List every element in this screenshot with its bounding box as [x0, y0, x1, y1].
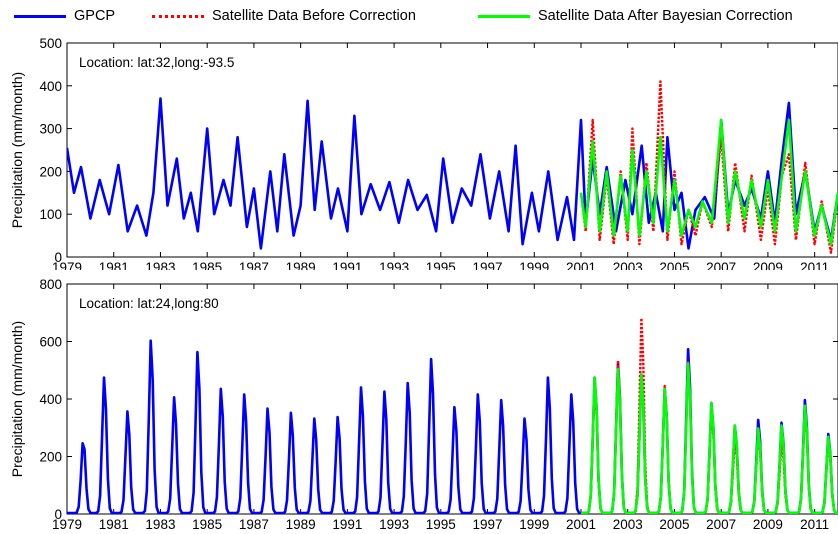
x-tick-label-2: 1985 — [192, 517, 222, 532]
y-axis-label-1: Precipitation (mm/month) — [9, 72, 25, 228]
legend-item-before: Satellite Data Before Correction — [152, 6, 416, 26]
x-tick-label-2: 1991 — [332, 517, 362, 532]
series-group-1 — [67, 80, 838, 254]
x-tick-label-2: 2003 — [613, 517, 643, 532]
y-tick-label-2: 600 — [39, 335, 62, 350]
y-tick-label-1: 200 — [39, 164, 62, 179]
y-tick-label-1: 400 — [39, 79, 62, 94]
legend-label-gpcp: GPCP — [74, 8, 116, 24]
x-tick-label-2: 2009 — [753, 517, 783, 532]
legend-swatch-before — [152, 14, 204, 18]
y-tick-label-1: 100 — [39, 207, 62, 222]
y-tick-label-1: 500 — [39, 36, 62, 51]
legend-label-after: Satellite Data After Bayesian Correction — [538, 8, 793, 24]
y-tick-label-1: 0 — [54, 250, 62, 265]
x-tick-label-2: 1997 — [473, 517, 503, 532]
series-line-gpcp-1 — [67, 97, 838, 250]
x-tick-label-1: 1985 — [192, 260, 222, 270]
y-axis-label-2: Precipitation (mm/month) — [9, 321, 25, 477]
x-tick-label-1: 2003 — [613, 260, 643, 270]
x-tick-label-1: 1979 — [52, 260, 82, 270]
x-tick-label-2: 2005 — [659, 517, 689, 532]
chart-panel-1: 0 100 200 300 400 500 1979 1981 1983 1985 1987 1989… — [9, 36, 838, 270]
x-tick-label-2: 2007 — [706, 517, 736, 532]
x-tick-label-2: 2011 — [800, 517, 829, 532]
x-tick-label-2: 2001 — [566, 517, 596, 532]
x-tick-label-2: 1989 — [286, 517, 316, 532]
x-tick-label-1: 2005 — [659, 260, 689, 270]
x-tick-label-2: 1981 — [99, 517, 129, 532]
x-tick-label-1: 1999 — [519, 260, 549, 270]
legend-swatch-after — [478, 14, 530, 18]
location-annotation-2: Location: lat:24,long:80 — [79, 296, 219, 311]
x-tick-label-2: 1983 — [145, 517, 175, 532]
legend-label-before: Satellite Data Before Correction — [212, 8, 416, 24]
x-tick-label-1: 2001 — [566, 260, 596, 270]
x-tick-label-2: 1995 — [426, 517, 456, 532]
y-tick-label-2: 200 — [39, 450, 62, 465]
y-tick-label-1: 300 — [39, 122, 62, 137]
series-line-after-1 — [579, 118, 838, 246]
series-line-before-1 — [579, 80, 838, 254]
x-tick-label-1: 1991 — [332, 260, 362, 270]
legend-swatch-gpcp — [14, 14, 66, 18]
series-line-gpcp-2 — [67, 339, 838, 514]
x-tick-label-2: 1999 — [519, 517, 549, 532]
y-tick-label-2: 0 — [54, 507, 62, 522]
x-tick-label-1: 1983 — [145, 260, 175, 270]
y-tick-label-2: 800 — [39, 277, 62, 292]
x-tick-label-1: 1981 — [99, 260, 129, 270]
x-tick-label-1: 1995 — [426, 260, 456, 270]
y-tick-label-2: 400 — [39, 392, 62, 407]
chart-panel-2: 0 200 400 600 800 1979 1981 1983 1985 1987 1989 199… — [9, 277, 838, 532]
x-tick-label-1: 1993 — [379, 260, 409, 270]
x-tick-label-2: 1987 — [239, 517, 269, 532]
x-tick-label-1: 2011 — [800, 260, 829, 270]
legend-item-gpcp: GPCP — [14, 6, 115, 26]
x-tick-label-1: 2009 — [753, 260, 783, 270]
x-tick-label-2: 1979 — [52, 517, 82, 532]
location-annotation-1: Location: lat:32,long:-93.5 — [79, 55, 234, 70]
legend: GPCP Satellite Data Before Correction Sa… — [0, 0, 838, 30]
x-tick-label-1: 1997 — [473, 260, 503, 270]
series-group-2 — [67, 316, 838, 514]
legend-item-after: Satellite Data After Bayesian Correction — [478, 6, 793, 26]
series-line-after-2 — [581, 362, 838, 514]
x-tick-label-1: 2007 — [706, 260, 736, 270]
x-tick-label-2: 1993 — [379, 517, 409, 532]
x-tick-label-1: 1987 — [239, 260, 269, 270]
x-tick-label-1: 1989 — [286, 260, 316, 270]
